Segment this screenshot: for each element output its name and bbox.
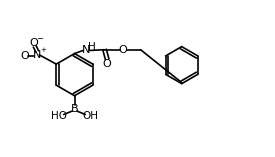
Text: O: O [103, 59, 112, 69]
Text: O: O [30, 38, 38, 48]
Text: −: − [36, 34, 43, 43]
Text: O: O [20, 51, 29, 61]
Text: +: + [40, 47, 46, 53]
Text: HO: HO [51, 111, 67, 121]
Text: N: N [82, 46, 90, 55]
Text: N: N [32, 50, 41, 60]
Text: OH: OH [82, 111, 98, 121]
Text: O: O [119, 45, 128, 55]
Text: H: H [88, 42, 96, 52]
Text: B: B [71, 104, 78, 114]
